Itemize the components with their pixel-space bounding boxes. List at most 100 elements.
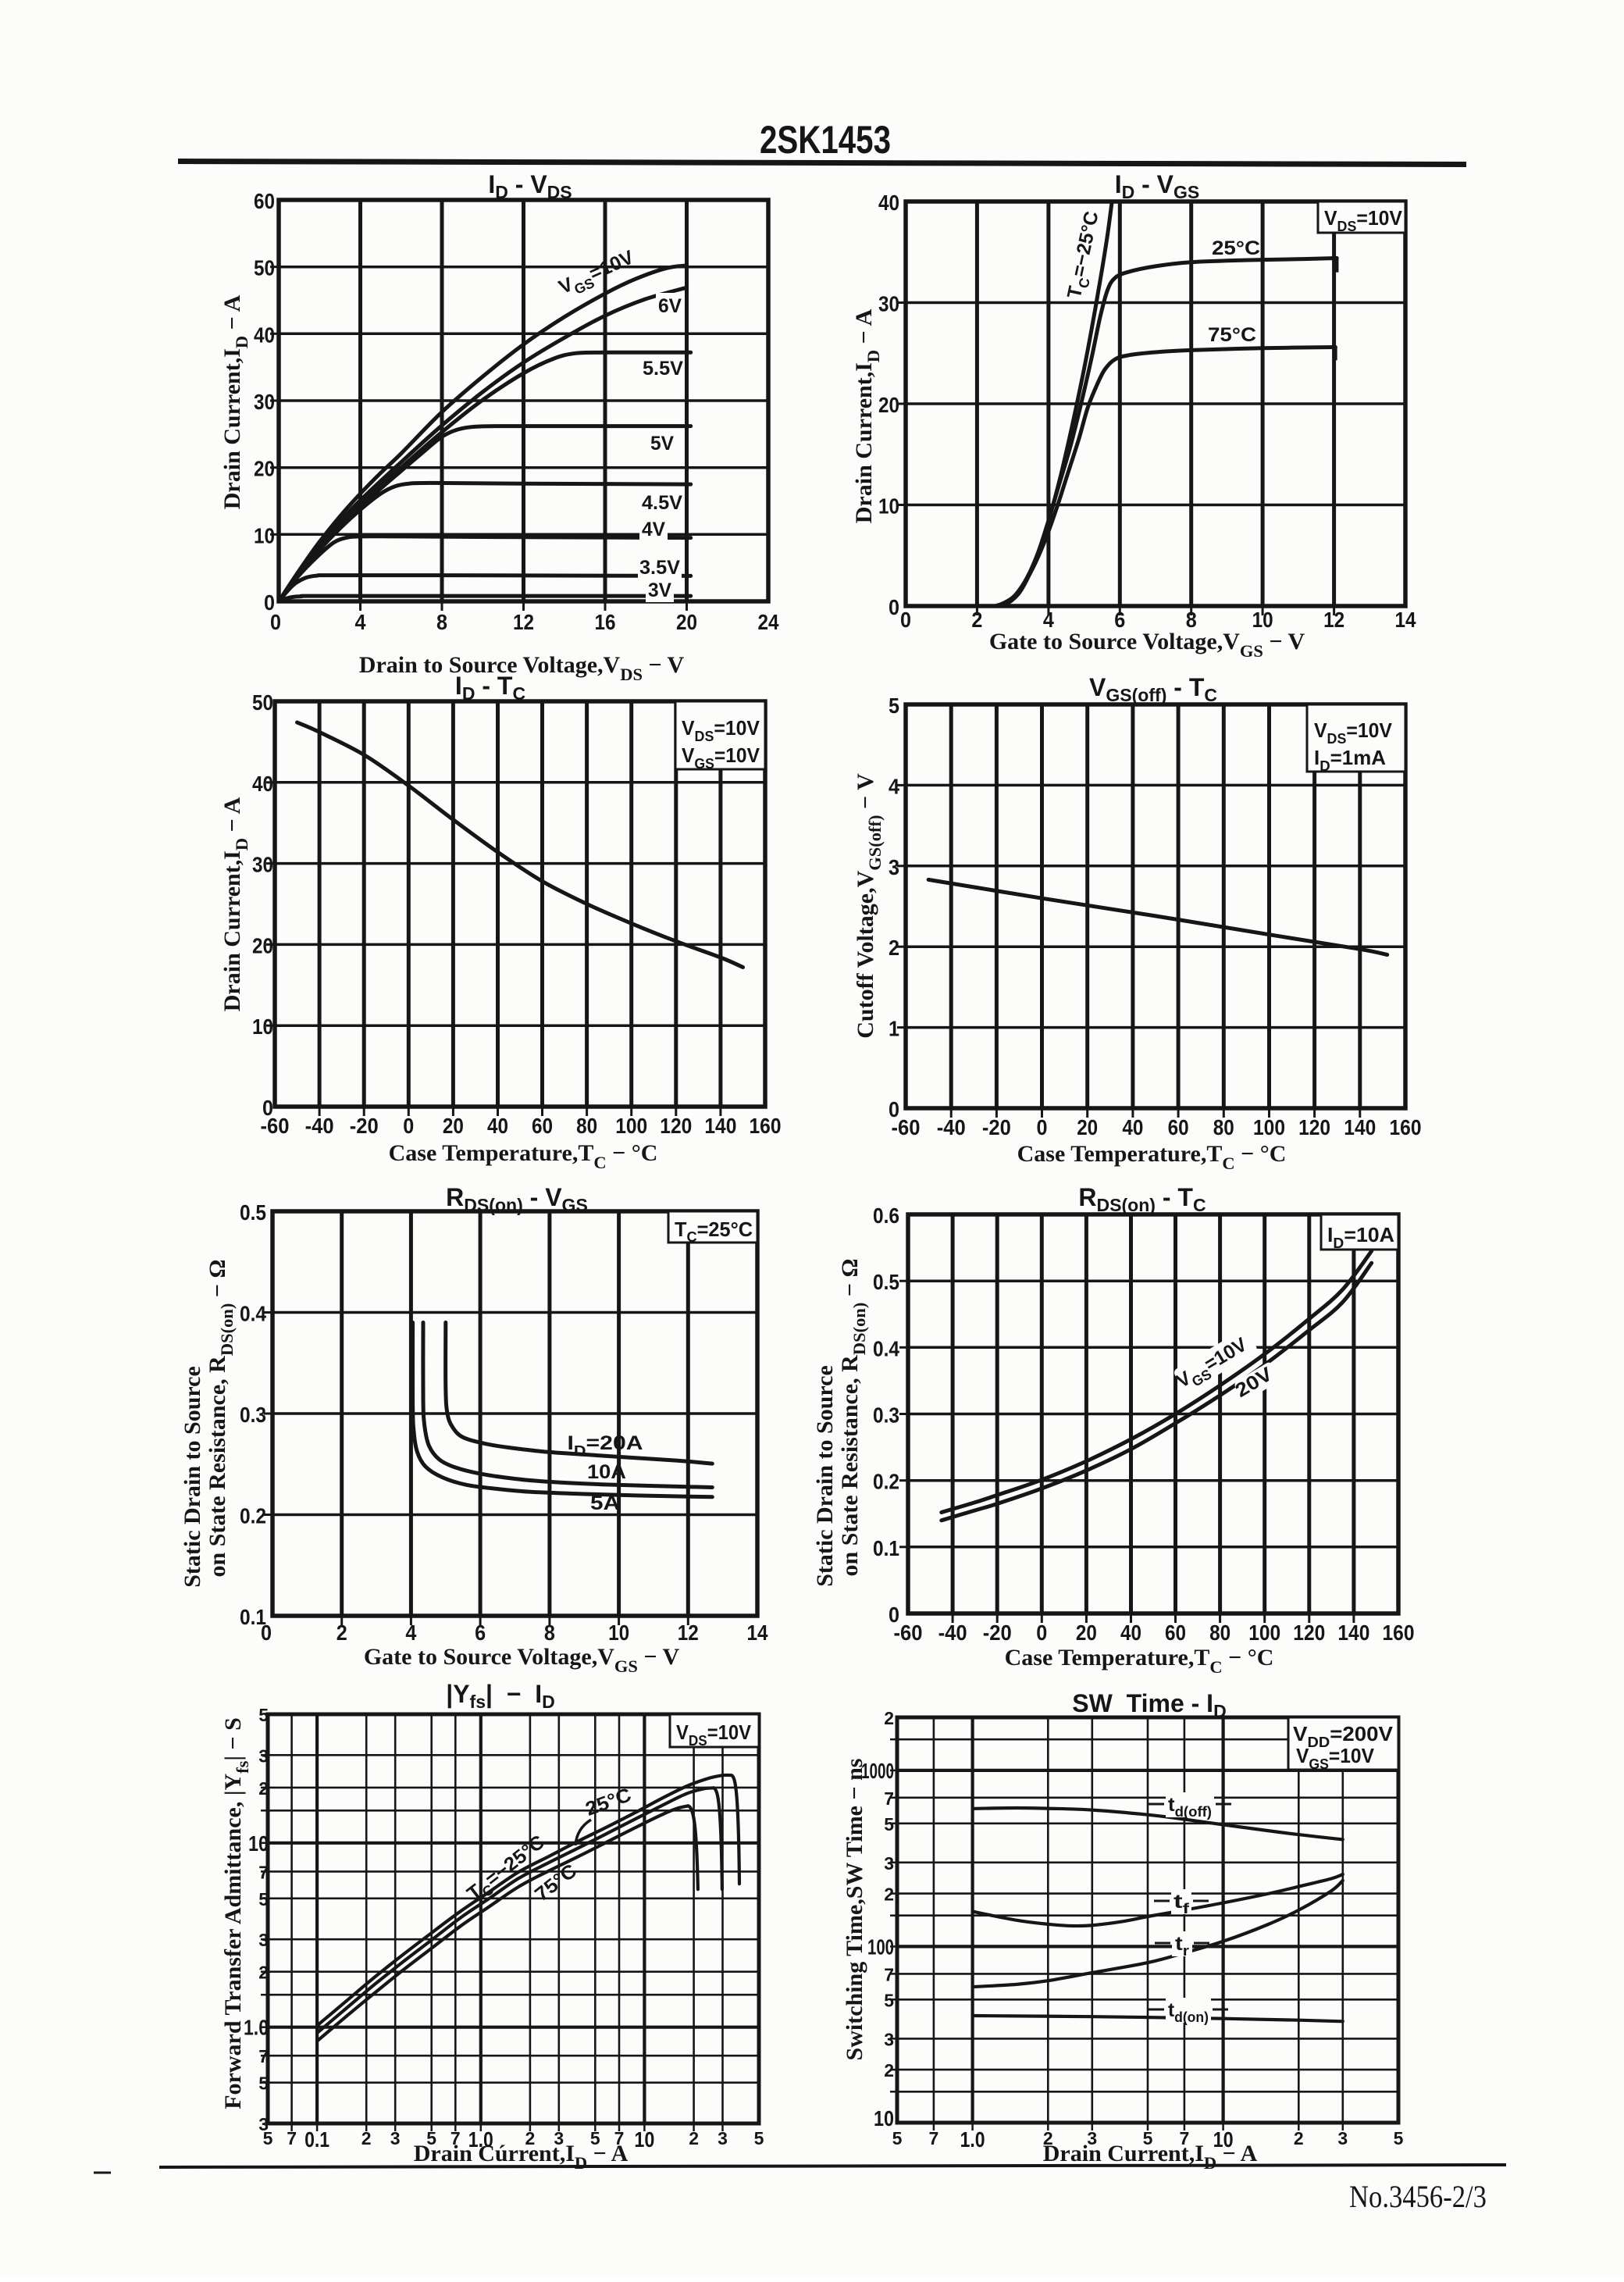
svg-text:1.0: 1.0 <box>244 2016 269 2040</box>
svg-text:0.1: 0.1 <box>240 1605 266 1629</box>
svg-text:5V: 5V <box>650 433 674 455</box>
svg-text:20: 20 <box>1077 1115 1098 1139</box>
svg-text:8: 8 <box>544 1621 555 1645</box>
svg-text:2: 2 <box>884 1708 894 1728</box>
svg-text:160: 160 <box>1383 1621 1415 1645</box>
svg-text:0.5: 0.5 <box>240 1200 266 1225</box>
svg-text:40: 40 <box>487 1114 508 1138</box>
svg-text:12: 12 <box>513 610 534 634</box>
svg-text:3: 3 <box>884 2029 894 2049</box>
svg-text:10: 10 <box>874 2106 894 2130</box>
svg-text:4: 4 <box>405 1621 416 1645</box>
svg-text:120: 120 <box>660 1114 692 1138</box>
svg-text:Static Drain to Source: Static Drain to Source <box>180 1366 205 1588</box>
svg-text:2: 2 <box>1294 2128 1304 2148</box>
svg-text:40: 40 <box>1122 1115 1143 1139</box>
svg-text:-20: -20 <box>982 1115 1011 1139</box>
svg-text:-40: -40 <box>305 1114 334 1138</box>
svg-text:-20: -20 <box>350 1114 379 1138</box>
svg-text:5: 5 <box>1143 2128 1153 2148</box>
svg-text:14: 14 <box>747 1621 768 1645</box>
svg-text:7: 7 <box>884 1788 894 1809</box>
svg-text:0.5: 0.5 <box>873 1270 899 1294</box>
svg-text:-40: -40 <box>937 1115 966 1139</box>
svg-text:50: 50 <box>252 690 273 715</box>
svg-text:4.5V: 4.5V <box>642 492 682 514</box>
svg-text:6: 6 <box>475 1621 486 1645</box>
svg-text:0: 0 <box>261 1621 272 1645</box>
svg-text:3: 3 <box>889 855 899 879</box>
svg-text:3: 3 <box>554 2128 564 2148</box>
svg-text:7: 7 <box>258 2046 269 2066</box>
svg-text:5: 5 <box>892 2128 903 2148</box>
svg-text:100: 100 <box>1253 1115 1285 1139</box>
svg-text:0: 0 <box>889 1603 899 1627</box>
svg-text:4: 4 <box>1043 608 1054 632</box>
svg-text:20: 20 <box>1076 1621 1097 1645</box>
svg-text:140: 140 <box>1337 1621 1369 1645</box>
svg-text:5: 5 <box>263 2128 273 2148</box>
svg-text:10A: 10A <box>587 1461 626 1483</box>
svg-text:60: 60 <box>532 1114 553 1138</box>
svg-text:3: 3 <box>258 1930 269 1950</box>
svg-text:60: 60 <box>254 189 275 213</box>
svg-text:3: 3 <box>1087 2128 1097 2148</box>
svg-text:TC​=25°C: TC​=25°C <box>675 1218 753 1245</box>
svg-text:-60: -60 <box>892 1115 921 1139</box>
svg-text:3.5V: 3.5V <box>639 557 680 579</box>
svg-text:2: 2 <box>884 2060 894 2081</box>
svg-text:2: 2 <box>258 1963 269 1983</box>
svg-text:2SK1453: 2SK1453 <box>760 118 891 162</box>
svg-text:20: 20 <box>878 393 899 417</box>
svg-text:0: 0 <box>270 610 281 634</box>
svg-text:Static Drain to Source: Static Drain to Source <box>812 1365 838 1587</box>
svg-text:7: 7 <box>258 1862 269 1882</box>
svg-text:7: 7 <box>451 2128 461 2148</box>
svg-text:0: 0 <box>889 1097 899 1121</box>
svg-text:4: 4 <box>889 774 899 798</box>
svg-text:0: 0 <box>403 1114 414 1138</box>
svg-text:140: 140 <box>704 1114 736 1138</box>
svg-text:10: 10 <box>608 1621 629 1645</box>
svg-text:7: 7 <box>1180 2128 1190 2148</box>
svg-text:6V: 6V <box>658 295 682 317</box>
svg-text:3: 3 <box>390 2128 401 2148</box>
svg-text:100: 100 <box>867 1934 894 1959</box>
svg-text:40: 40 <box>878 191 899 215</box>
svg-text:0.2: 0.2 <box>873 1470 899 1494</box>
svg-text:80: 80 <box>1209 1621 1230 1645</box>
svg-text:40: 40 <box>254 323 275 347</box>
svg-text:20: 20 <box>676 610 697 634</box>
svg-text:|Yfs​| − ID​: |Yfs​| − ID​ <box>446 1680 555 1712</box>
svg-text:1.0: 1.0 <box>468 2127 493 2152</box>
svg-text:5: 5 <box>754 2128 764 2148</box>
svg-text:0.3: 0.3 <box>873 1403 899 1428</box>
svg-text:1: 1 <box>889 1017 899 1041</box>
svg-text:5: 5 <box>258 2073 269 2094</box>
svg-text:100: 100 <box>615 1114 647 1138</box>
svg-text:3: 3 <box>718 2128 728 2148</box>
svg-text:2: 2 <box>525 2128 536 2148</box>
svg-text:14: 14 <box>1395 608 1416 632</box>
svg-text:140: 140 <box>1344 1115 1376 1139</box>
svg-text:3: 3 <box>1337 2128 1348 2148</box>
svg-text:7: 7 <box>287 2128 297 2148</box>
svg-text:100: 100 <box>1248 1621 1280 1645</box>
svg-text:16: 16 <box>595 610 616 634</box>
svg-text:2: 2 <box>1043 2128 1053 2148</box>
svg-text:-40: -40 <box>938 1621 967 1645</box>
svg-text:12: 12 <box>678 1621 699 1645</box>
svg-text:1.0: 1.0 <box>960 2127 985 2152</box>
svg-text:40: 40 <box>252 772 273 796</box>
svg-text:2: 2 <box>689 2128 699 2148</box>
svg-text:7: 7 <box>929 2128 939 2148</box>
svg-text:75°C: 75°C <box>1208 324 1256 346</box>
svg-text:24: 24 <box>758 610 779 634</box>
svg-text:5: 5 <box>258 1889 269 1909</box>
svg-text:5: 5 <box>258 1705 269 1725</box>
svg-text:0: 0 <box>1036 1621 1047 1645</box>
svg-text:-60: -60 <box>261 1114 290 1138</box>
svg-text:20: 20 <box>252 933 273 957</box>
svg-text:160: 160 <box>750 1114 782 1138</box>
svg-text:5: 5 <box>884 1990 894 2010</box>
